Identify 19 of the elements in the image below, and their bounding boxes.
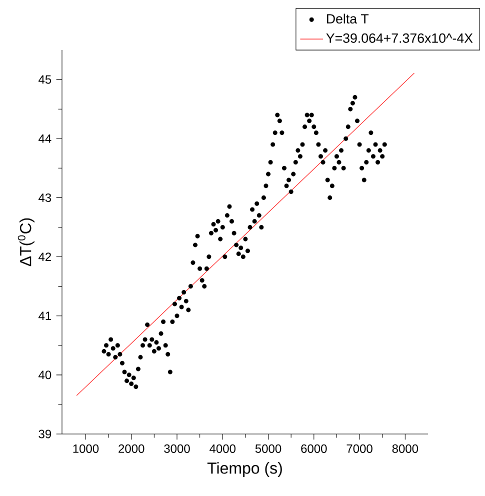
x-tick-label: 1000 [73,444,99,453]
y-tick-label: 45 [38,75,52,84]
x-tick-label: 3000 [164,444,190,453]
x-tick-label: 5000 [255,444,282,453]
legend-label: Delta T [327,14,369,24]
x-axis-title: Tiempo (s) [207,462,282,477]
y-tick-label: 43 [38,193,52,202]
x-tick-label: 6000 [301,444,327,453]
x-tick-label: 8000 [392,444,418,453]
x-tick-label: 2000 [118,444,144,453]
x-tick-label: 4000 [210,444,236,453]
y-tick-label: 44 [38,134,52,143]
y-tick-label: 39 [38,430,52,438]
y-tick-label: 41 [38,312,52,320]
y-axis-title: ΔT($^{0}$C) [18,218,34,266]
y-tick-label: 42 [38,252,51,261]
legend-label: Y=39.064+7.376x10^-4X [326,33,473,43]
x-tick-label: 7000 [346,444,372,453]
y-tick-label: 40 [38,370,52,380]
